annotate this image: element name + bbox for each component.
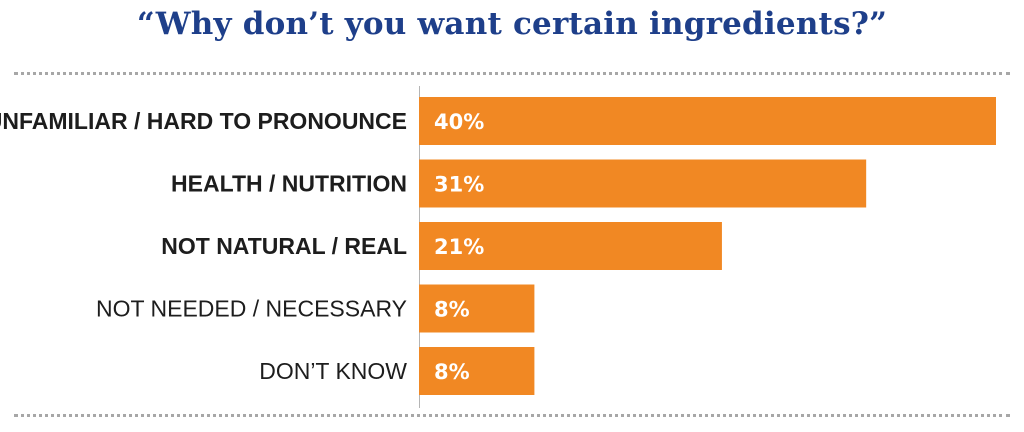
chart-title: “Why don’t you want certain ingredients?…: [136, 6, 888, 42]
bar: [419, 159, 867, 208]
bar: [419, 97, 996, 145]
bar-value-label: 21%: [434, 235, 484, 259]
top-dotted-divider: [14, 72, 1010, 75]
category-label: UNFAMILIAR / HARD TO PRONOUNCE: [0, 108, 407, 134]
category-label: DON’T KNOW: [259, 358, 407, 384]
category-label: HEALTH / NUTRITION: [171, 171, 407, 197]
bar: [419, 222, 722, 270]
bar: [419, 284, 535, 333]
category-label: NOT NATURAL / REAL: [161, 233, 407, 259]
bar-value-label: 31%: [434, 173, 484, 197]
bar-value-label: 8%: [434, 298, 470, 322]
bar-value-label: 40%: [434, 110, 484, 134]
bottom-dotted-divider: [14, 414, 1010, 417]
bar: [419, 347, 535, 395]
category-label: NOT NEEDED / NECESSARY: [96, 296, 407, 322]
bar-value-label: 8%: [434, 360, 470, 384]
